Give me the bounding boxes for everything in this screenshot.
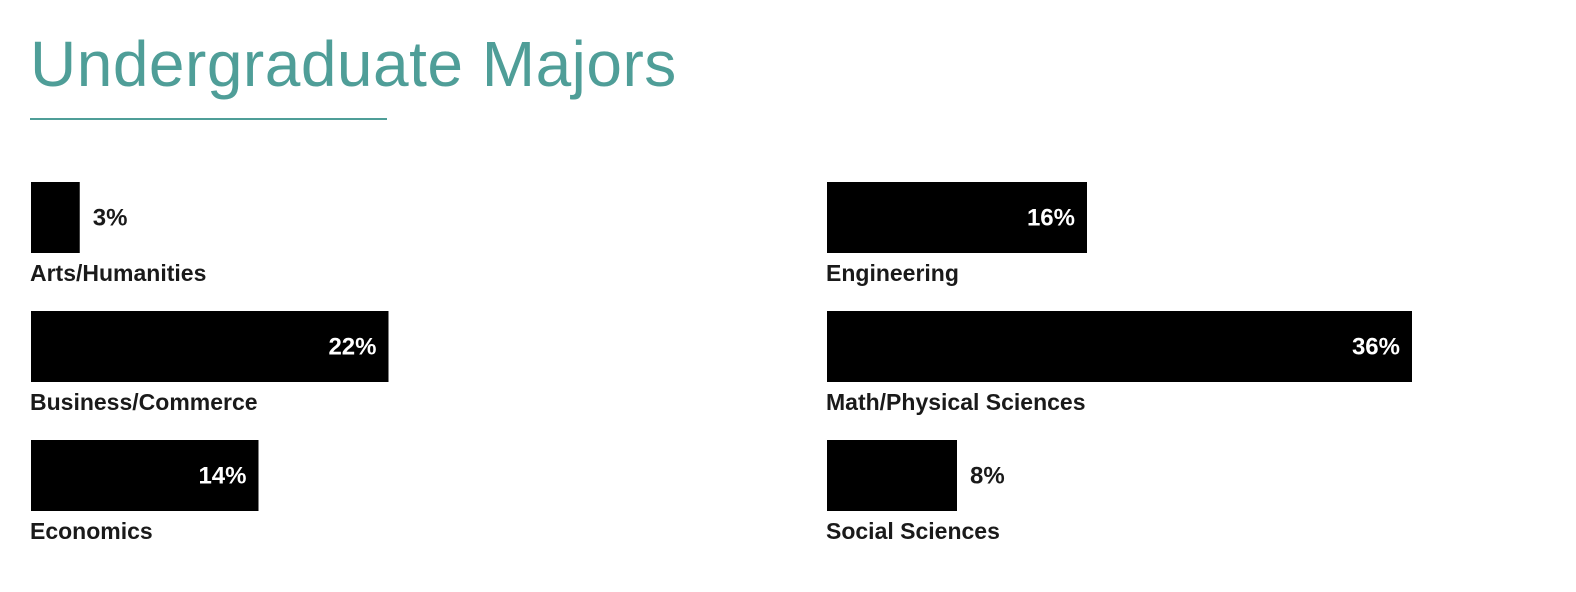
category-label-arts-humanities: Arts/Humanities xyxy=(30,260,206,286)
title-underline xyxy=(30,118,387,120)
value-label-arts-humanities: 3% xyxy=(93,205,128,232)
bar-economics xyxy=(31,440,259,511)
bar-social-sciences xyxy=(827,440,957,511)
bar-engineering xyxy=(827,182,1087,253)
bar-math-physical-sciences xyxy=(827,311,1412,382)
category-label-social-sciences: Social Sciences xyxy=(826,518,1000,544)
value-label-economics: 14% xyxy=(198,463,246,490)
value-label-business-commerce: 22% xyxy=(328,334,376,361)
category-label-math-physical-sciences: Math/Physical Sciences xyxy=(826,389,1086,415)
category-label-engineering: Engineering xyxy=(826,260,959,286)
value-label-engineering: 16% xyxy=(1027,205,1075,232)
bar-business-commerce xyxy=(31,311,389,382)
page-title: Undergraduate Majors xyxy=(30,28,677,100)
value-label-social-sciences: 8% xyxy=(970,463,1005,490)
category-label-economics: Economics xyxy=(30,518,153,544)
bar-arts-humanities xyxy=(31,182,80,253)
value-label-math-physical-sciences: 36% xyxy=(1352,334,1400,361)
category-label-business-commerce: Business/Commerce xyxy=(30,389,258,415)
